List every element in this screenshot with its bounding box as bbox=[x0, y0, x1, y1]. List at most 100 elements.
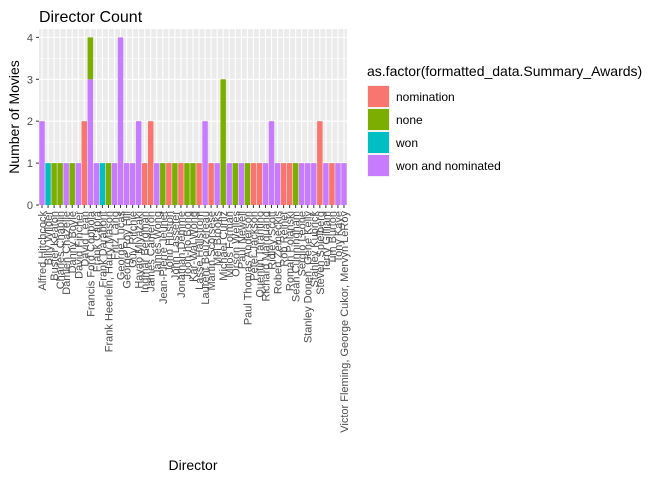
chart-title: Director Count bbox=[39, 9, 143, 26]
bar-segment bbox=[81, 121, 88, 205]
bar-segment bbox=[57, 163, 63, 205]
bar-segment bbox=[292, 163, 299, 205]
legend-key bbox=[368, 132, 389, 153]
y-tick-label: 1 bbox=[27, 158, 33, 170]
bar-segment bbox=[317, 121, 323, 205]
x-tick-label: Francis Ford Coppola bbox=[85, 210, 97, 317]
x-tick-label: James Cameron bbox=[146, 211, 158, 292]
y-tick-label: 0 bbox=[27, 200, 33, 212]
bar-segment bbox=[184, 163, 190, 205]
x-tick-label: Steven Spielberg bbox=[315, 211, 327, 295]
bar-segment bbox=[178, 163, 184, 205]
x-tick-label: Richard Marquand bbox=[260, 211, 272, 302]
bar-segment bbox=[341, 163, 347, 205]
x-tick-label: John Huston bbox=[164, 211, 176, 273]
x-tick-label: Michael Curtiz bbox=[218, 211, 230, 281]
x-tick-label: David Lean bbox=[79, 211, 91, 267]
bar-segment bbox=[226, 163, 232, 205]
bar-segment bbox=[238, 163, 245, 205]
bar-segment bbox=[335, 163, 341, 205]
legend-title: as.factor(formatted_data.Summary_Awards) bbox=[367, 63, 642, 79]
x-tick-label: Tony Kaye bbox=[333, 211, 345, 262]
bar-segment bbox=[63, 163, 69, 205]
x-tick-label: Ingmar Bergman bbox=[140, 211, 152, 293]
x-tick-label: Paul Thomas Anderson bbox=[242, 211, 254, 325]
x-tick-label: Laurent Bouzereau bbox=[200, 211, 212, 305]
x-tick-label: Quentin Tarantino bbox=[254, 211, 266, 298]
x-tick-label: Robert Zemeckis bbox=[273, 211, 285, 295]
x-tick-label: Terry Gilliam bbox=[321, 211, 333, 272]
y-tick-label: 2 bbox=[27, 116, 33, 128]
bar-segment bbox=[75, 163, 81, 205]
x-tick-label: David Fincher bbox=[73, 211, 85, 279]
x-tick-label: Joon-ho Bong bbox=[182, 211, 194, 280]
x-tick-label: Frank Capra bbox=[91, 210, 103, 272]
x-tick-label: Danny Boyle bbox=[67, 211, 79, 273]
x-tick-label: Charles Chaplin bbox=[55, 211, 67, 289]
bar-segment bbox=[105, 163, 112, 205]
bar-segment bbox=[268, 121, 275, 205]
bar-segment bbox=[45, 163, 51, 205]
x-tick-label: Mel Brooks bbox=[212, 211, 224, 267]
x-tick-label: Stanley Kubrick bbox=[309, 211, 321, 288]
bar-segment bbox=[280, 163, 287, 205]
bar-segment bbox=[87, 79, 94, 205]
bar-segment bbox=[329, 163, 335, 205]
x-tick-label: Frank Heerlein, Harry Mason bbox=[103, 211, 115, 352]
y-tick-label: 4 bbox=[27, 32, 33, 44]
x-tick-label: Ridley Scott bbox=[267, 211, 279, 270]
x-axis-title: Director bbox=[168, 457, 217, 473]
bar-segment bbox=[208, 163, 214, 205]
bar-segment bbox=[39, 121, 45, 205]
x-tick-label: Buster Keaton bbox=[49, 211, 61, 281]
x-tick-label: Orson Welles bbox=[230, 211, 242, 277]
x-tick-label: Frank Darabont bbox=[97, 211, 109, 287]
bar-segment bbox=[256, 163, 263, 205]
bar-segment bbox=[111, 163, 118, 205]
x-tick-label: Rob Reiner bbox=[279, 211, 291, 267]
x-tick-label: Jonathan Demme bbox=[176, 211, 188, 298]
x-tick-label: George Roy Hill bbox=[122, 211, 134, 289]
bar-segment bbox=[232, 163, 238, 205]
bar-segment bbox=[99, 163, 106, 205]
bar-segment bbox=[286, 163, 293, 205]
legend-label: nomination bbox=[396, 90, 455, 104]
bar-segment bbox=[298, 163, 305, 205]
x-tick-label: Alfred Hitchcock bbox=[37, 211, 49, 291]
x-tick-label: James Wong bbox=[152, 211, 164, 275]
bar-segment bbox=[262, 163, 269, 205]
bar-segment bbox=[160, 163, 166, 205]
legend-label: won and nominated bbox=[395, 159, 501, 173]
bar-segment bbox=[154, 163, 160, 205]
bar-segment bbox=[244, 163, 251, 205]
bar-segment bbox=[305, 163, 311, 205]
x-tick-label: Billy Wilder bbox=[43, 211, 55, 266]
y-tick-label: 3 bbox=[27, 74, 33, 86]
bar-segment bbox=[196, 163, 202, 205]
bar-segment bbox=[93, 163, 100, 205]
x-tick-label: Tim Burton bbox=[327, 211, 339, 264]
bar-segment bbox=[220, 79, 226, 205]
bar-segment bbox=[129, 163, 136, 205]
bar-segment bbox=[274, 163, 281, 205]
legend-key bbox=[368, 155, 389, 176]
bars bbox=[39, 37, 347, 205]
x-tick-label: Hayao Miyazaki bbox=[134, 211, 146, 289]
legend-key bbox=[368, 86, 389, 107]
x-tick-label: Sean Cunningham bbox=[291, 211, 303, 302]
x-tick-label: Lasse Hallstrom bbox=[194, 211, 206, 290]
legend-label: none bbox=[396, 113, 423, 127]
x-tick-label: Kar-Wai Wong bbox=[188, 211, 200, 282]
x-tick-label: Milos Forman bbox=[224, 211, 236, 278]
x-tick-label: Peter Jackson bbox=[248, 211, 260, 281]
bar-segment bbox=[141, 163, 148, 205]
bar-segment bbox=[172, 163, 178, 205]
x-tick-label: Martin Scorsese bbox=[206, 211, 218, 290]
bar-segment bbox=[148, 121, 154, 205]
x-tick-label: Guy Ritchie bbox=[128, 211, 140, 268]
y-axis: 0 1 2 3 4 bbox=[27, 32, 39, 212]
x-tick-label: Damien Chazelle bbox=[61, 211, 73, 295]
x-tick-label: John Lasseter bbox=[170, 211, 182, 280]
